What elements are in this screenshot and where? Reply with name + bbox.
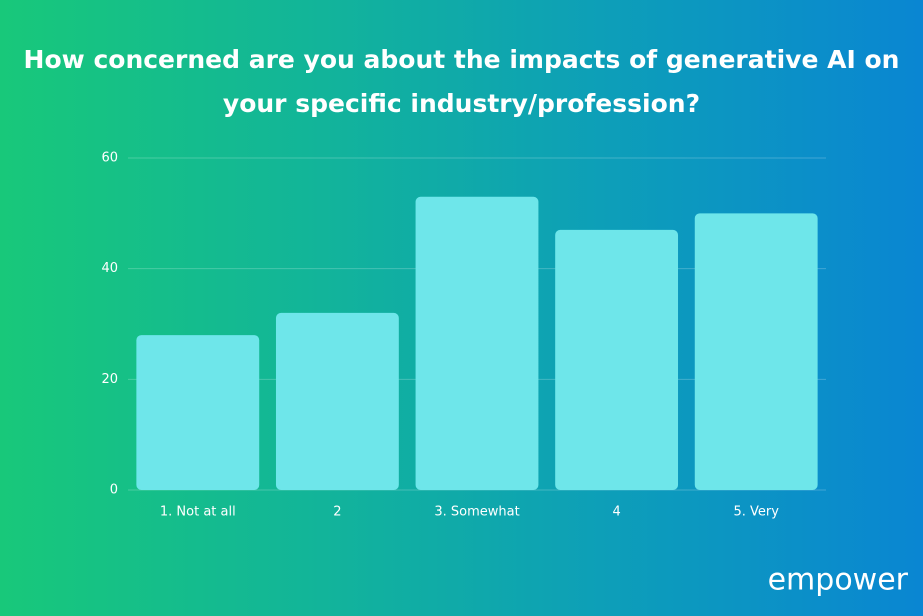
bar <box>415 196 539 490</box>
x-tick-label: 4 <box>612 505 620 520</box>
x-tick-label: 1. Not at all <box>160 505 236 520</box>
chart-title: How concerned are you about the impacts … <box>23 45 900 118</box>
y-tick-label: 40 <box>101 261 118 276</box>
bar <box>136 335 260 490</box>
x-tick-label: 3. Somewhat <box>434 505 519 520</box>
x-tick-label: 2 <box>333 505 341 520</box>
x-tick-label: 5. Very <box>733 505 779 520</box>
bar <box>694 213 818 491</box>
y-tick-label: 60 <box>101 151 118 166</box>
y-tick-label: 0 <box>110 483 118 498</box>
y-tick-label: 20 <box>101 372 118 387</box>
bar <box>275 312 399 490</box>
bar <box>555 229 679 490</box>
brand-logo: empower <box>768 563 909 598</box>
